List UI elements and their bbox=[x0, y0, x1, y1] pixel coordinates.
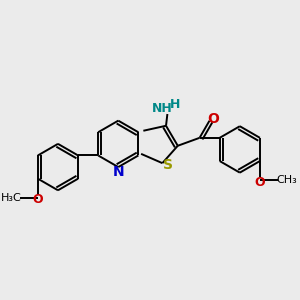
Text: O: O bbox=[207, 112, 219, 126]
Text: H₃C: H₃C bbox=[1, 193, 22, 203]
Text: N: N bbox=[112, 165, 124, 179]
Text: NH: NH bbox=[152, 101, 172, 115]
Text: O: O bbox=[255, 176, 265, 189]
Text: CH₃: CH₃ bbox=[276, 175, 297, 185]
Text: O: O bbox=[32, 193, 43, 206]
Text: H: H bbox=[170, 98, 180, 111]
Text: S: S bbox=[164, 158, 173, 172]
